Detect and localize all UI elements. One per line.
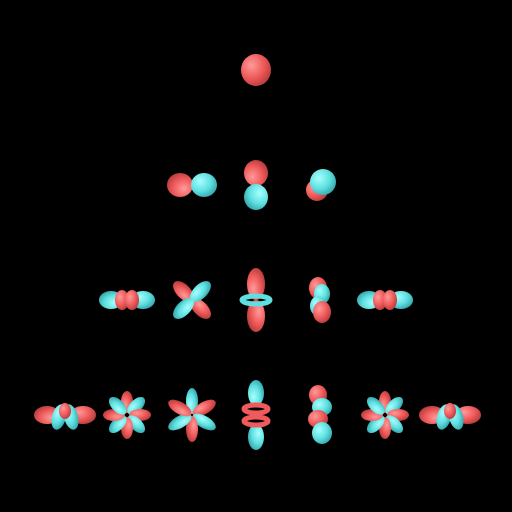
positive-lobe	[244, 160, 268, 186]
negative-lobe	[192, 413, 216, 431]
negative-lobe	[312, 422, 332, 444]
positive-lobe	[192, 399, 216, 417]
negative-lobe	[310, 169, 336, 195]
orbital-layer	[34, 54, 481, 450]
negative-lobe	[385, 396, 404, 415]
positive-lobe	[173, 281, 194, 302]
positive-lobe	[313, 301, 331, 323]
positive-lobe	[167, 173, 193, 197]
negative-lobe	[366, 415, 385, 434]
positive-lobe	[186, 416, 198, 442]
orbital-l2-m0	[239, 268, 273, 332]
positive-lobe	[373, 290, 387, 310]
negative-lobe	[186, 388, 198, 414]
positive-lobe	[125, 290, 139, 310]
torus-ring	[241, 402, 271, 416]
orbital-l1-m1	[306, 169, 336, 201]
orbital-l3-m1	[308, 385, 332, 444]
negative-lobe	[127, 415, 146, 434]
negative-lobe	[173, 298, 194, 319]
orbital-l3-m3	[419, 403, 481, 430]
negative-lobe	[190, 281, 211, 302]
orbital-l3-m2	[361, 391, 409, 439]
sphere-lobe	[241, 54, 271, 86]
negative-lobe	[248, 380, 264, 406]
orbital-l2-m2	[357, 290, 413, 310]
orbital-l2-m1	[309, 277, 331, 323]
negative-lobe	[127, 396, 146, 415]
positive-lobe	[115, 290, 129, 310]
orbital-l3-m-3	[34, 403, 96, 430]
negative-lobe	[244, 184, 268, 210]
positive-lobe	[383, 290, 397, 310]
positive-lobe	[444, 403, 456, 419]
positive-lobe	[168, 399, 192, 417]
torus-ring	[241, 414, 271, 428]
negative-lobe	[385, 415, 404, 434]
positive-lobe	[59, 403, 71, 419]
negative-lobe	[168, 413, 192, 431]
negative-lobe	[366, 396, 385, 415]
orbital-l3-m0	[241, 380, 271, 450]
torus-ring	[239, 293, 273, 307]
negative-lobe	[191, 173, 217, 197]
orbital-l1-m-1	[167, 173, 217, 197]
positive-lobe	[247, 268, 265, 300]
negative-lobe	[108, 396, 127, 415]
orbital-l0-m0	[241, 54, 271, 86]
positive-lobe	[190, 298, 211, 319]
negative-lobe	[248, 424, 264, 450]
orbital-l2-m-2	[99, 290, 155, 310]
orbital-l2-m-1	[173, 281, 211, 319]
positive-lobe	[247, 300, 265, 332]
orbital-l3-m-2	[103, 391, 151, 439]
orbital-l3-m-1	[168, 388, 216, 442]
orbital-l1-m0	[244, 160, 268, 210]
negative-lobe	[108, 415, 127, 434]
